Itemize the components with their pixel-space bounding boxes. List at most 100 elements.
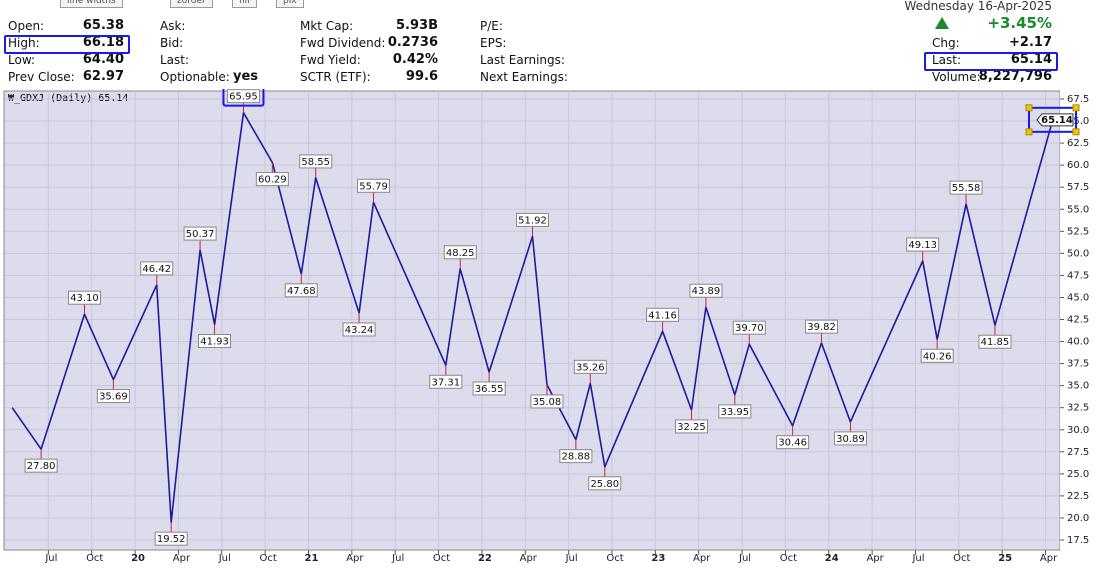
value-label: 28.88 [562,452,591,463]
quote-label: Volume: [932,70,981,84]
label-box [732,320,766,335]
value-label: 35.26 [576,362,605,373]
y-tick-label: 30.0 [1067,425,1089,436]
label-box [573,359,607,374]
value-label: 40.26 [923,351,952,362]
value-label: 60.29 [258,175,287,186]
quote-label: Last: [932,53,962,67]
label-box [646,307,680,322]
toolbar-button[interactable]: pix [276,0,304,8]
label-box [342,322,376,337]
y-tick-label: 50.0 [1067,248,1089,259]
label-box [226,89,260,104]
quote-label: Chg: [932,36,960,50]
label-box [516,212,549,227]
toolbar-button[interactable]: zorder [170,0,213,8]
axis-area [1060,91,1110,550]
x-tick-label: Oct [953,553,970,564]
last-price-tag [1036,113,1074,127]
x-tick-label: 25 [998,553,1012,564]
x-tick-label: Jul [738,553,751,564]
value-label: 43.89 [692,286,721,297]
quote-label: Ask: [160,19,186,33]
value-label: 36.55 [475,384,504,395]
quote-label: High: [8,36,40,50]
x-tick-label: Oct [259,553,276,564]
y-tick-label: 60.0 [1067,160,1089,171]
quote-value: 0.2736 [387,35,438,50]
x-tick-label: Apr [693,553,711,564]
value-label: 43.10 [70,293,99,304]
y-tick-label: 32.5 [1067,403,1089,414]
quote-value: 99.6 [405,69,438,84]
x-tick-label: 23 [651,553,665,564]
x-tick-label: 24 [825,553,839,564]
toolbar: line widths zorder fill pix [0,0,860,8]
label-box [805,319,839,334]
highlight-box [222,89,265,107]
label-box [833,431,867,446]
x-tick-label: 21 [305,553,319,564]
handle [1025,104,1033,112]
quote-label: Optionable: [160,70,230,84]
value-label: 50.37 [186,229,215,240]
label-box [96,389,130,404]
x-tick-label: Jul [391,553,404,564]
quote-value: 0.42% [392,52,438,67]
label-box [588,476,622,491]
y-tick-label: 45.0 [1067,292,1089,303]
value-label: 39.70 [735,323,764,334]
y-tick-label: 35.0 [1067,381,1089,392]
label-box [429,374,463,389]
quote-value: 65.14 [1010,52,1052,67]
value-label: 30.46 [778,438,807,449]
quote-label: SCTR (ETF): [300,70,371,84]
value-label: 25.80 [590,479,619,490]
label-box [443,245,477,260]
toolbar-button[interactable]: fill [232,0,257,8]
label-box [949,180,983,195]
value-label: 33.95 [721,407,750,418]
label-box [299,154,333,169]
highlight-box [1028,106,1077,133]
y-tick-label: 57.5 [1067,182,1089,193]
value-label: 55.79 [359,181,388,192]
handle [1072,128,1080,136]
label-box [978,334,1012,349]
highlight-box [924,52,1058,71]
value-label: 47.68 [287,286,316,297]
change-percent: +3.45% [987,14,1052,32]
x-tick-label: Oct [606,553,623,564]
y-tick-label: 22.5 [1067,491,1089,502]
value-label: 41.85 [981,337,1010,348]
quote-label: Open: [8,19,45,33]
label-box [24,458,58,473]
label-box [674,419,708,434]
highlight-box [4,35,130,54]
y-tick-label: 67.5 [1067,94,1089,105]
label-box [689,283,723,298]
quote-value: yes [232,69,258,84]
toolbar-button[interactable]: line widths [60,0,123,8]
value-label: 32.25 [677,422,706,433]
quote-label: Fwd Yield: [300,53,361,67]
x-tick-label: Apr [520,553,538,564]
value-label: 30.89 [836,434,865,445]
quote-label: Low: [8,53,36,67]
x-tick-label: Jul [565,553,578,564]
up-arrow [935,17,949,29]
quote-value: 66.18 [82,35,124,50]
plot-area [3,90,1061,551]
label-box [559,449,593,464]
quote-panel: Wednesday 16-Apr-2025 +3.45% Open: 65.38 H… [0,0,1112,89]
x-tick-label: Oct [433,553,450,564]
label-box [357,178,391,193]
quote-label: Mkt Cap: [300,19,354,33]
x-tick-label: Oct [780,553,797,564]
y-tick-label: 37.5 [1067,359,1089,370]
quote-label: EPS: [480,36,507,50]
y-tick-label: 17.5 [1067,535,1089,546]
quote-label: Fwd Dividend: [300,36,386,50]
value-label: 65.95 [229,92,258,103]
